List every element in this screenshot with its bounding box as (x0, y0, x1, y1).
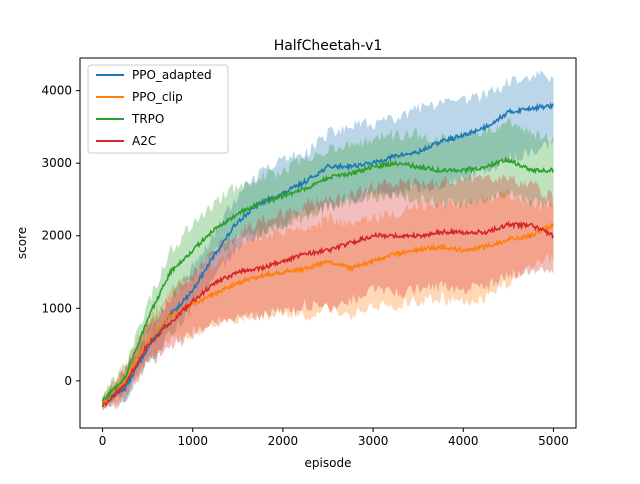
x-tick-label: 3000 (358, 434, 389, 448)
line-PPO_clip (101, 221, 555, 404)
x-tick-label: 1000 (177, 434, 208, 448)
chart-title: HalfCheetah-v1 (274, 38, 383, 54)
x-tick-label: 4000 (448, 434, 479, 448)
series-lines (101, 101, 555, 408)
x-axis-label: episode (305, 456, 352, 470)
legend-label-PPO_adapted: PPO_adapted (132, 68, 212, 82)
y-tick-label: 3000 (41, 156, 72, 170)
x-tick-label: 5000 (538, 434, 569, 448)
band-PPO_clip (102, 188, 554, 409)
y-tick-label: 1000 (41, 301, 72, 315)
band-TRPO (102, 117, 554, 404)
legend-label-A2C: A2C (132, 134, 156, 148)
x-tick-label: 0 (99, 434, 107, 448)
legend-box (87, 64, 229, 154)
plot-frame (79, 57, 577, 429)
y-axis-label: score (15, 227, 29, 259)
line-A2C (101, 220, 555, 408)
y-tick-label: 4000 (41, 84, 72, 98)
line-TRPO (101, 155, 555, 402)
y-tick-label: 0 (64, 374, 72, 388)
y-tick-label: 2000 (41, 229, 72, 243)
legend-label-PPO_clip: PPO_clip (132, 90, 183, 104)
x-tick-label: 2000 (268, 434, 299, 448)
line-PPO_adapted (101, 101, 554, 403)
band-PPO_adapted (102, 70, 554, 411)
legend-label-TRPO: TRPO (131, 112, 164, 126)
legend: PPO_adapted PPO_clip TRPO A2C (87, 64, 229, 154)
axes: 0 1000 2000 3000 4000 5000 0 1000 2000 3000 4000 (41, 84, 568, 448)
